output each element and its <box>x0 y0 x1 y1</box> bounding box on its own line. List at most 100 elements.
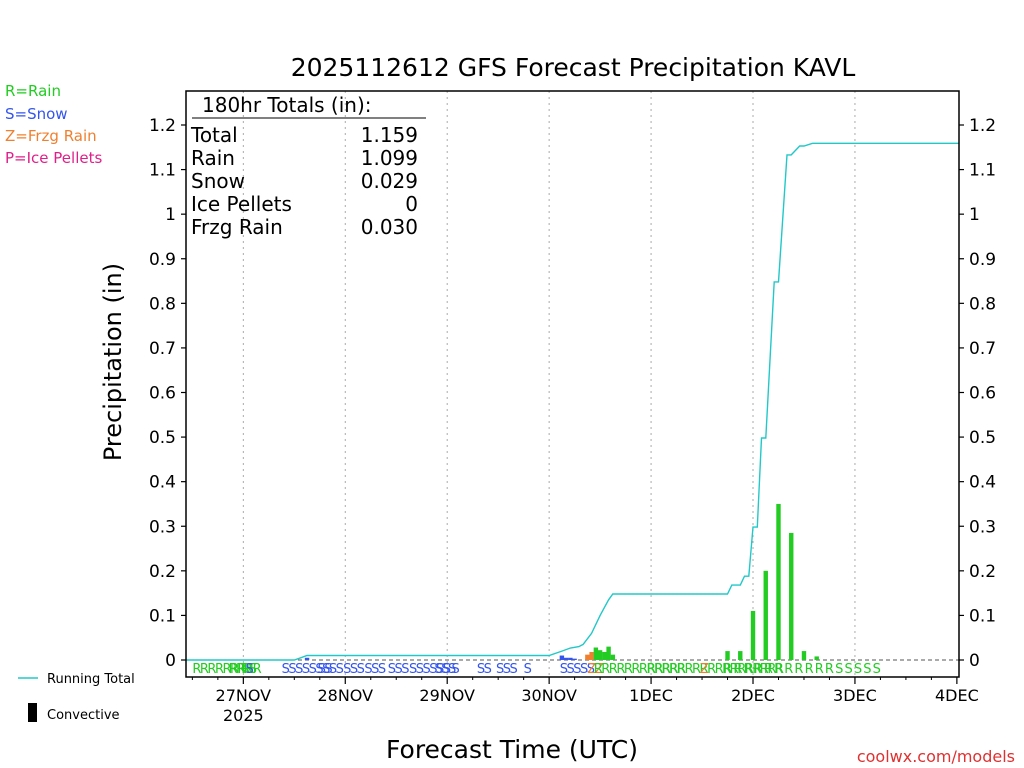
gridlines <box>186 91 959 677</box>
x-tick-label: 27NOV <box>216 686 272 705</box>
precip-bar <box>602 651 607 660</box>
y-tick-label-left: 0.7 <box>149 339 176 359</box>
ptype-run: Z <box>700 662 709 677</box>
ptype-run: SSSSSS <box>409 662 451 677</box>
totals-value-total: 1.159 <box>361 123 418 147</box>
ptype-run: SS <box>318 662 333 677</box>
totals-value-ice-pellets: 0 <box>405 192 418 216</box>
running-total-line <box>186 142 959 661</box>
x-tick-sublabel: 2025 <box>223 706 264 725</box>
precip-bar <box>589 651 594 660</box>
precip-bar <box>572 658 577 660</box>
legend-rain: R=Rain <box>5 82 61 100</box>
y-tick-label-left: 0.4 <box>149 473 176 493</box>
y-tick-label-left: 0.9 <box>149 250 176 270</box>
y-tick-label-left: 0.5 <box>149 428 176 448</box>
ptype-run: S <box>245 662 253 677</box>
y-tick-label-right: 1 <box>969 205 980 225</box>
y-tick-label-right: 0.4 <box>969 473 996 493</box>
x-tick-label: 3DEC <box>833 686 877 705</box>
precip-bar <box>776 503 781 660</box>
ptype-run: SSS <box>364 662 386 677</box>
ptype-run: SSS <box>434 662 456 677</box>
y-tick-label-left: 0 <box>165 651 176 671</box>
type-legend: R=Rain S=Snow Z=Frzg Rain P=Ice Pellets <box>5 82 102 167</box>
y-tick-label-left: 0.1 <box>149 606 176 626</box>
precip-bar <box>814 656 819 660</box>
convective-swatch <box>28 703 37 722</box>
y-tick-label-left: 0.6 <box>149 384 176 404</box>
totals-box: 180hr Totals (in): Total 1.159 Rain 1.09… <box>190 93 426 239</box>
y-tick-label-left: 0.3 <box>149 517 176 537</box>
ptype-run: SSS <box>496 662 518 677</box>
precip-bar <box>568 657 573 660</box>
y-tick-label-right: 0.7 <box>969 339 996 359</box>
totals-label-snow: Snow <box>191 169 245 193</box>
y-axis-label: Precipitation (in) <box>99 263 127 461</box>
legend-ice-pellets: P=Ice Pellets <box>5 149 102 167</box>
x-tick-label: 30NOV <box>521 686 577 705</box>
ptype-run: ZZ <box>587 662 603 677</box>
x-axis-label: Forecast Time (UTC) <box>386 735 638 764</box>
ptype-run: SSS <box>388 662 410 677</box>
y-tick-label-right: 0.2 <box>969 562 996 582</box>
precip-bar <box>725 651 730 660</box>
precip-bar <box>304 657 310 660</box>
precip-bar <box>750 610 756 660</box>
ptype-run: SSSSSSSSS <box>282 662 344 677</box>
totals-value-rain: 1.099 <box>361 146 418 170</box>
y-tick-label-left: 0.8 <box>149 294 176 314</box>
ptype-run: R R R R R R R R R R R S S S S S <box>723 662 880 677</box>
precip-bar <box>585 654 590 660</box>
ptype-run: RRRRRRRRR <box>192 662 261 677</box>
y-tick-label-right: 0.6 <box>969 384 996 404</box>
y-tick-label-left: 1.2 <box>149 116 176 136</box>
x-tick-label: 2DEC <box>731 686 775 705</box>
y-tick-label-right: 0.9 <box>969 250 996 270</box>
y-tick-label-left: 0.2 <box>149 562 176 582</box>
running-total-legend: Running Total <box>47 672 135 687</box>
x-tick-label: 4DEC <box>935 686 979 705</box>
ptype-run: S <box>451 662 459 677</box>
convective-legend: Convective <box>47 708 120 723</box>
y-tick-label-right: 0.8 <box>969 294 996 314</box>
plot-frame <box>185 90 960 678</box>
x-tick-label: 29NOV <box>419 686 475 705</box>
ptype-run: S <box>524 662 532 677</box>
precip-bar <box>559 655 565 660</box>
ptype-run: SSS <box>343 662 365 677</box>
precip-bar <box>738 651 743 660</box>
totals-value-frzg-rain: 0.030 <box>361 215 418 239</box>
totals-header: 180hr Totals (in): <box>202 93 372 117</box>
y-tick-label-right: 1.1 <box>969 161 996 181</box>
ptype-run: RRRRRRRRRRRR <box>594 662 686 677</box>
x-tick-label: 1DEC <box>629 686 673 705</box>
y-axes: 0 0 0.1 0.1 0.2 0.2 0.3 0.3 0.4 0.4 0.5 0.5 0.6 0.6 0.… <box>149 116 996 671</box>
precip-bar <box>563 657 569 660</box>
legend-snow: S=Snow <box>5 105 68 123</box>
totals-label-total: Total <box>190 123 238 147</box>
precip-bar <box>763 570 768 660</box>
y-tick-label-left: 1.1 <box>149 161 176 181</box>
y-tick-label-right: 0 <box>969 651 980 671</box>
legend-frzg-rain: Z=Frzg Rain <box>5 127 97 145</box>
y-tick-label-left: 1 <box>165 205 176 225</box>
y-tick-label-right: 0.5 <box>969 428 996 448</box>
ptype-run: RRR <box>228 662 252 677</box>
totals-value-snow: 0.029 <box>361 169 418 193</box>
precip-bar <box>789 532 794 660</box>
precip-bar <box>593 647 599 660</box>
y-tick-label-right: 0.3 <box>969 517 996 537</box>
precip-bar <box>597 650 603 660</box>
precip-bar <box>606 646 611 660</box>
totals-label-ice-pellets: Ice Pellets <box>191 192 292 216</box>
y-tick-label-right: 0.1 <box>969 606 996 626</box>
totals-label-frzg-rain: Frzg Rain <box>191 215 283 239</box>
chart-title: 2025112612 GFS Forecast Precipitation KA… <box>291 53 856 82</box>
ptype-run: SS <box>477 662 492 677</box>
precip-bars <box>304 503 819 660</box>
ptype-run: RS <box>241 662 257 677</box>
